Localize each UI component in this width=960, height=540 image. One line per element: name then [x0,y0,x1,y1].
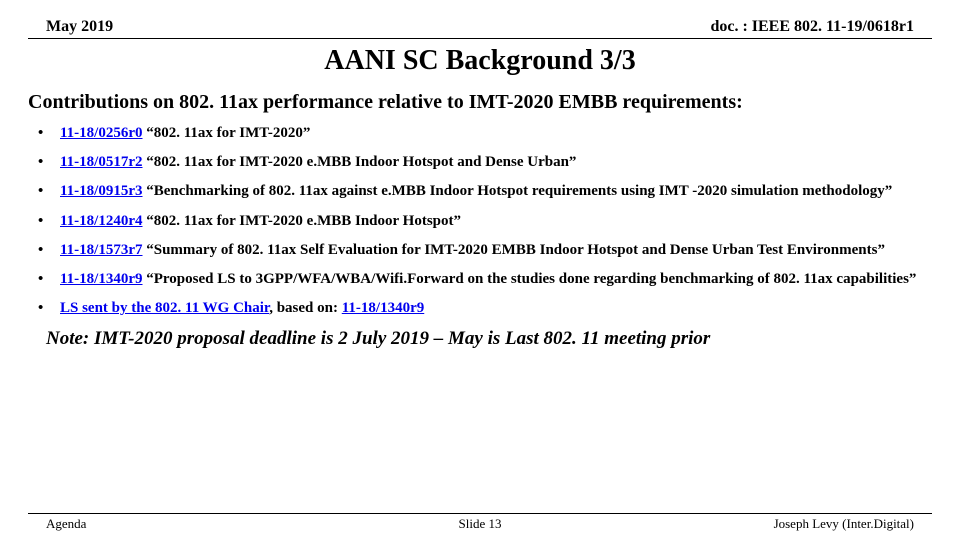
header-bar: May 2019 doc. : IEEE 802. 11-19/0618r1 [28,18,932,39]
header-date: May 2019 [46,18,113,36]
list-item: 11-18/1340r9 “Proposed LS to 3GPP/WFA/WB… [34,270,932,289]
footer-author: Joseph Levy (Inter.Digital) [774,516,914,532]
bullet-text: “Proposed LS to 3GPP/WFA/WBA/Wifi.Forwar… [143,271,917,287]
bullet-text: “Summary of 802. 11ax Self Evaluation fo… [143,242,885,258]
doc-link[interactable]: 11-18/0915r3 [60,183,143,199]
doc-link[interactable]: 11-18/0517r2 [60,154,143,170]
list-item: 11-18/1573r7 “Summary of 802. 11ax Self … [34,241,932,260]
doc-link[interactable]: 11-18/0256r0 [60,125,143,141]
list-item: 11-18/0256r0 “802. 11ax for IMT-2020” [34,124,932,143]
bullet-text: “802. 11ax for IMT-2020” [143,125,311,141]
doc-link[interactable]: 11-18/1240r4 [60,213,143,229]
doc-link[interactable]: 11-18/1340r9 [60,271,143,287]
bullet-text: “802. 11ax for IMT-2020 e.MBB Indoor Hot… [143,213,462,229]
bullet-list: 11-18/0256r0 “802. 11ax for IMT-2020” 11… [28,124,932,318]
slide-page: May 2019 doc. : IEEE 802. 11-19/0618r1 A… [0,0,960,540]
list-item: 11-18/0915r3 “Benchmarking of 802. 11ax … [34,182,932,201]
footer-bar: Agenda Slide 13 Joseph Levy (Inter.Digit… [28,513,932,532]
list-item: 11-18/1240r4 “802. 11ax for IMT-2020 e.M… [34,212,932,231]
list-item: 11-18/0517r2 “802. 11ax for IMT-2020 e.M… [34,153,932,172]
deadline-note: Note: IMT-2020 proposal deadline is 2 Ju… [46,328,932,350]
footer-left: Agenda [46,516,86,532]
page-title: AANI SC Background 3/3 [28,45,932,77]
bullet-text: “Benchmarking of 802. 11ax against e.MBB… [143,183,893,199]
section-heading: Contributions on 802. 11ax performance r… [28,91,932,114]
header-docnum: doc. : IEEE 802. 11-19/0618r1 [710,18,914,36]
doc-link[interactable]: 11-18/1340r9 [342,300,425,316]
bullet-text: , based on: [269,300,342,316]
list-item: LS sent by the 802. 11 WG Chair, based o… [34,299,932,318]
bullet-text: “802. 11ax for IMT-2020 e.MBB Indoor Hot… [143,154,577,170]
doc-link[interactable]: 11-18/1573r7 [60,242,143,258]
doc-link[interactable]: LS sent by the 802. 11 WG Chair [60,300,269,316]
